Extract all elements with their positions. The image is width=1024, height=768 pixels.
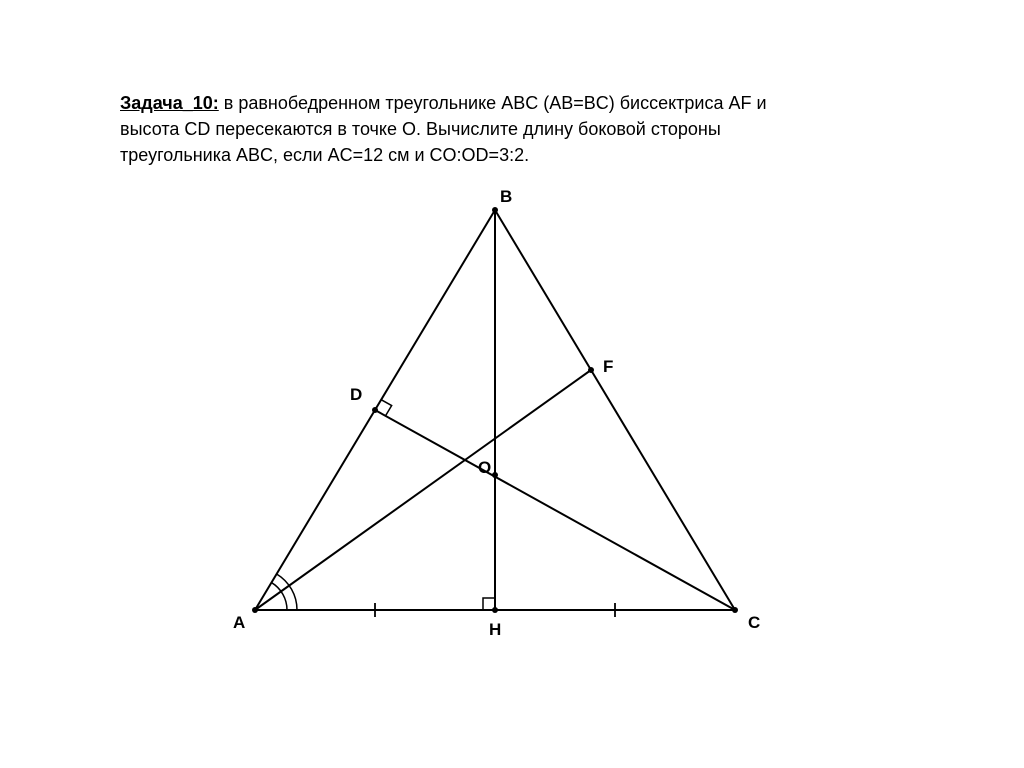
problem-text-line2: высота CD пересекаются в точке O. Вычисл… [120, 119, 721, 139]
svg-text:C: C [748, 613, 760, 632]
svg-text:H: H [489, 620, 501, 639]
problem-label: Задача_10: [120, 93, 219, 113]
page: Задача_10: в равнобедренном треугольнике… [0, 0, 1024, 768]
geometry-figure: A B C H D F O [200, 190, 800, 660]
problem-statement: Задача_10: в равнобедренном треугольнике… [120, 90, 880, 168]
svg-text:O: O [478, 458, 491, 477]
svg-text:A: A [233, 613, 245, 632]
triangle-svg: A B C H D F O [200, 190, 800, 660]
svg-text:B: B [500, 190, 512, 206]
svg-text:D: D [350, 385, 362, 404]
problem-text-line1: в равнобедренном треугольнике ABC (AB=BC… [219, 93, 767, 113]
problem-text-line3: треугольника ABC, если AC=12 см и CO:OD=… [120, 145, 529, 165]
svg-text:F: F [603, 357, 613, 376]
